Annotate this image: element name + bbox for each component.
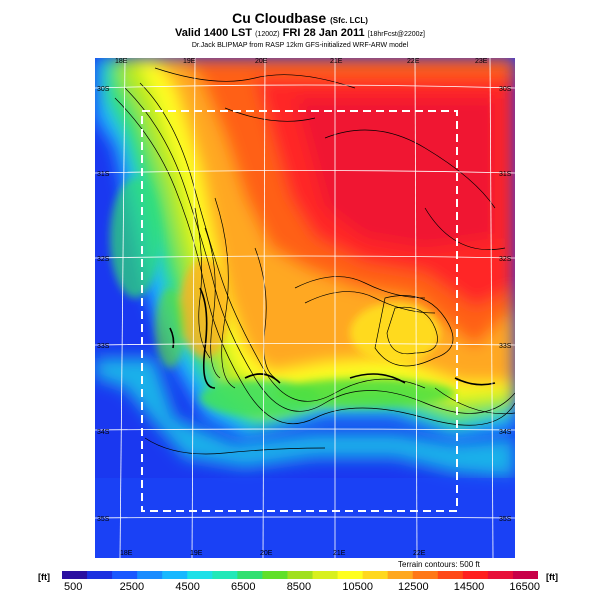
lon-label: 18E [115, 58, 128, 65]
lon-label: 19E [190, 550, 203, 557]
lon-label: 20E [260, 550, 273, 557]
color-scale-swatch [362, 571, 389, 579]
color-scale-labels: 500 2500 4500 6500 8500 10500 12500 14500 16500 [62, 581, 540, 595]
lat-label: 35S [97, 516, 110, 523]
lon-label: 23E [475, 58, 488, 65]
lat-label: 30S [97, 86, 110, 93]
color-scale-swatch [87, 571, 113, 579]
valid-time: Valid 1400 LST [174, 27, 253, 39]
cloudbase-map: 18E 19E 20E 21E 22E 23E 18E 19E 20E 21E … [95, 58, 515, 558]
lat-label: 35S [499, 516, 512, 523]
lat-labels-left: 30S 31S 32S 33S 34S 35S [97, 86, 110, 523]
lon-labels-top: 18E 19E 20E 21E 22E 23E [115, 58, 488, 65]
lon-label: 21E [330, 58, 343, 65]
lat-label: 34S [499, 429, 512, 436]
color-scale-swatch [487, 571, 514, 579]
color-scale-swatch [212, 571, 238, 579]
lon-label: 19E [183, 58, 196, 65]
lat-label: 32S [97, 256, 110, 263]
color-scale-swatch [412, 571, 439, 579]
lon-label: 18E [120, 550, 133, 557]
graticule [95, 58, 515, 558]
map-title: Cu Cloudbase (Sfc. LCL) [0, 10, 600, 26]
color-scale-label: 14500 [453, 581, 485, 593]
terrain-contours [114, 67, 515, 455]
credit-line: Dr.Jack BLIPMAP from RASP 12km GFS-initi… [191, 42, 409, 49]
color-scale-label: 8500 [286, 581, 312, 593]
color-scale-swatch [162, 571, 188, 579]
color-scale-swatch [312, 571, 339, 579]
color-scale-label: 2500 [119, 581, 145, 593]
color-scale-swatch [137, 571, 163, 579]
color-scale-swatch [237, 571, 263, 579]
color-scale-swatch [187, 571, 213, 579]
color-scale-swatch [337, 571, 364, 579]
lat-labels-right: 30S 31S 32S 33S 34S 35S [499, 86, 512, 523]
color-scale-label: 6500 [231, 581, 256, 593]
inner-domain-box [141, 110, 458, 512]
legend-unit-right: [ft] [546, 572, 558, 582]
legend-unit-left: [ft] [38, 572, 50, 582]
valid-line: Valid 1400 LST (1200Z) FRI 28 Jan 2011 [… [0, 27, 600, 39]
lat-label: 33S [499, 343, 512, 350]
title-main: Cu Cloudbase [232, 10, 327, 26]
valid-code: (1200Z) [255, 31, 280, 38]
color-scale-label: 4500 [175, 581, 200, 593]
lat-label: 31S [499, 171, 512, 178]
color-scale-label: 16500 [509, 581, 540, 593]
lon-label: 20E [255, 58, 268, 65]
lon-label: 21E [333, 550, 346, 557]
color-scale-swatch [512, 571, 538, 579]
color-scale-swatch [462, 571, 489, 579]
color-scale-label: 500 [64, 581, 83, 593]
color-scale-swatch [62, 571, 88, 579]
lat-label: 33S [97, 343, 110, 350]
color-scale-label: 12500 [398, 581, 429, 593]
lat-label: 34S [97, 429, 110, 436]
lat-label: 32S [499, 256, 512, 263]
color-scale-bar [62, 571, 538, 579]
title-suffix: (Sfc. LCL) [330, 16, 368, 25]
color-scale-swatch [262, 571, 288, 579]
valid-date: FRI 28 Jan 2011 [282, 27, 365, 39]
color-scale-swatch [437, 571, 464, 579]
lat-label: 30S [499, 86, 512, 93]
lon-labels-bottom: 18E 19E 20E 21E 22E [120, 550, 426, 557]
terrain-note: Terrain contours: 500 ft [398, 560, 480, 569]
color-scale-swatch [387, 571, 414, 579]
color-scale-swatch [287, 571, 314, 579]
lon-label: 22E [413, 550, 426, 557]
forecast-code: [18hrFcst@2200z] [367, 31, 425, 38]
lat-label: 31S [97, 171, 110, 178]
lon-label: 22E [407, 58, 420, 65]
color-scale-label: 10500 [342, 581, 373, 593]
color-scale-swatch [112, 571, 138, 579]
